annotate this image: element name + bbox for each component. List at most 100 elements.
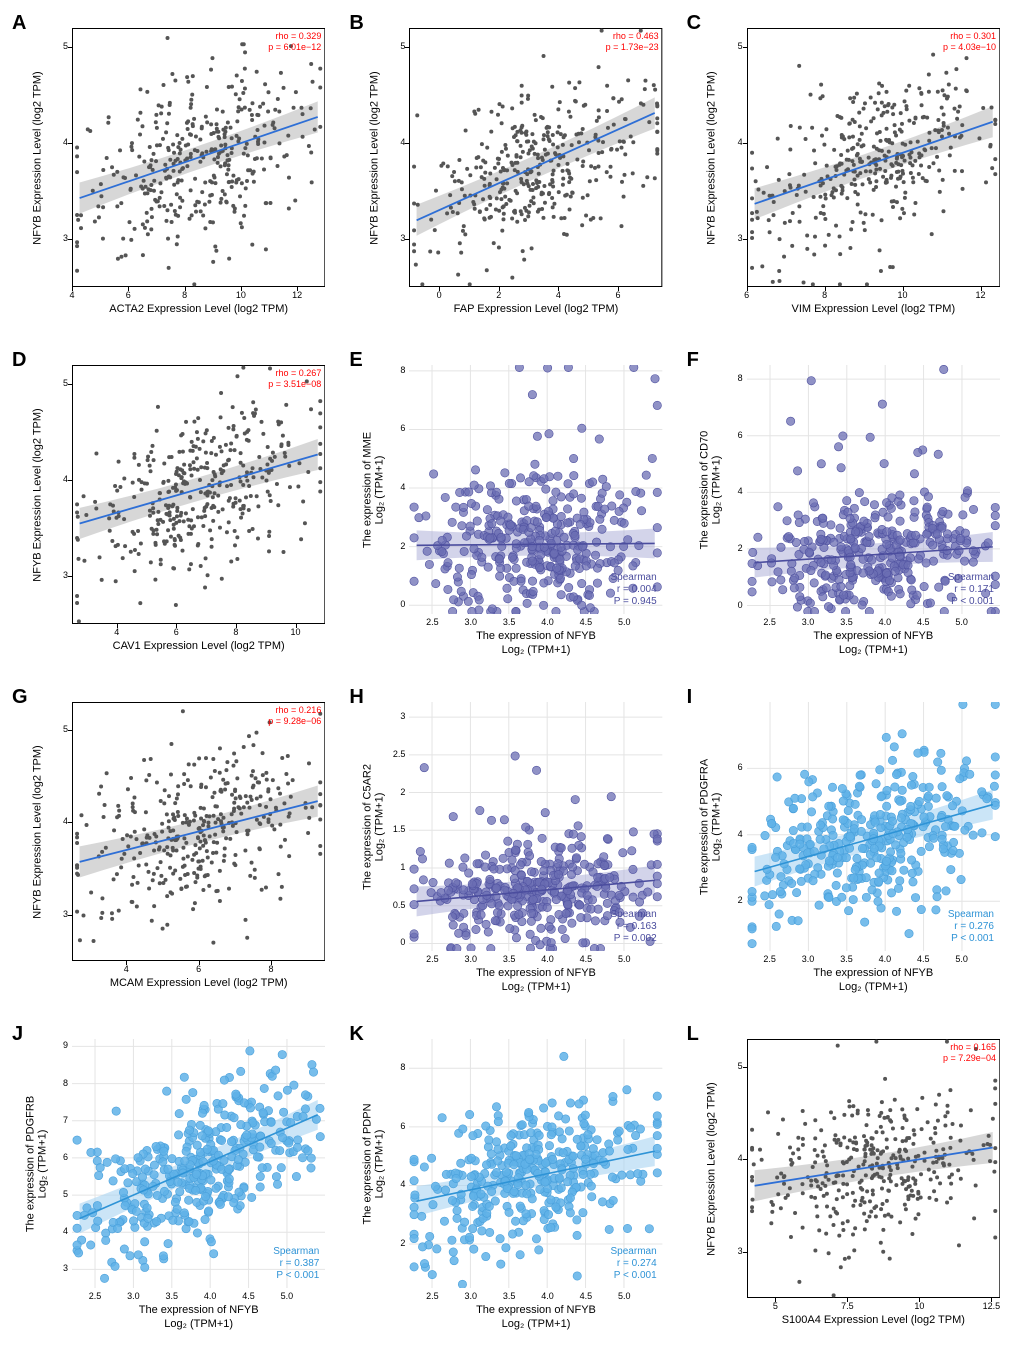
x-tick-label: 8 (221, 627, 251, 637)
y-axis-label-2: Log₂ (TPM+1) (373, 1039, 385, 1288)
x-tick-label: 4.0 (870, 617, 900, 627)
x-tick-label: 4.0 (870, 954, 900, 964)
scatter-plot (409, 28, 662, 287)
x-tick-label: 6 (161, 627, 191, 637)
y-tick-label: 3 (377, 233, 405, 243)
y-tick-label: 4 (715, 1153, 743, 1163)
y-tick-label: 4 (40, 137, 68, 147)
panel-letter: A (12, 12, 26, 35)
stats-label: rho = 0.329 p = 6.01e−12 (268, 31, 321, 53)
panel-D: D46810345CAV1 Expression Level (log2 TPM… (10, 347, 335, 672)
x-axis-label-2: Log₂ (TPM+1) (747, 644, 1000, 656)
x-tick-label: 8 (810, 290, 840, 300)
x-tick-label: 10 (226, 290, 256, 300)
panel-letter: K (349, 1023, 363, 1046)
stats-label: Spearman r = 0.387 P < 0.001 (273, 1246, 319, 1282)
x-tick-label: 5.0 (609, 617, 639, 627)
y-axis-label: NFYB Expression Level (log2 TPM) (706, 28, 718, 287)
y-tick-label: 5 (715, 41, 743, 51)
x-axis-label: FAP Expression Level (log2 TPM) (409, 303, 662, 315)
x-tick-label: 3.5 (157, 1291, 187, 1301)
panel-H: H2.53.03.54.04.55.000.511.522.53The expr… (347, 684, 672, 1009)
y-tick-label: 3 (40, 909, 68, 919)
x-tick-label: 4.5 (571, 1291, 601, 1301)
x-axis-label: The expression of NFYB (747, 967, 1000, 979)
x-tick-label: 4.5 (571, 617, 601, 627)
scatter-plot (72, 28, 325, 287)
stats-label: rho = 0.165 p = 7.29e−04 (943, 1042, 996, 1064)
stats-label: Spearman r = 0.171 P < 0.001 (948, 572, 994, 608)
x-axis-label-2: Log₂ (TPM+1) (747, 981, 1000, 993)
y-axis-label-2: Log₂ (TPM+1) (373, 365, 385, 614)
x-axis-label-2: Log₂ (TPM+1) (409, 644, 662, 656)
x-tick-label: 2.5 (417, 617, 447, 627)
y-axis-label: NFYB Expression Level (log2 TPM) (706, 1039, 718, 1298)
figure-grid: A 4 6 8 10 12 3 4 5 ACTA2 Expression Level (log2 … (10, 10, 1010, 1346)
y-tick-label: 4 (40, 816, 68, 826)
panel-B: B0246345FAP Expression Level (log2 TPM)N… (347, 10, 672, 335)
x-axis-label: The expression of NFYB (747, 630, 1000, 642)
y-tick-label: 3 (715, 233, 743, 243)
y-axis-label: The expression of PDGFRA (699, 702, 711, 951)
stats-label: Spearman r = 0.004 P = 0.945 (611, 572, 657, 608)
x-tick-label: 5.0 (272, 1291, 302, 1301)
x-tick-label: 4 (102, 627, 132, 637)
x-axis-label-2: Log₂ (TPM+1) (409, 1318, 662, 1330)
x-tick-label: 5.0 (947, 954, 977, 964)
panel-letter: D (12, 349, 26, 372)
panel-A: A4681012345ACTA2 Expression Level (log2 … (10, 10, 335, 335)
y-axis-label: The expression of MME (361, 365, 373, 614)
x-tick-label: 5 (760, 1301, 790, 1311)
x-tick-label: 2.5 (755, 617, 785, 627)
y-axis-label-2: Log₂ (TPM+1) (711, 365, 723, 614)
x-tick-label: 5.0 (609, 954, 639, 964)
panel-letter: G (12, 686, 28, 709)
x-tick-label: 4 (57, 290, 87, 300)
x-tick-label: 2.5 (417, 954, 447, 964)
y-tick-label: 5 (40, 378, 68, 388)
x-tick-label: 6 (603, 290, 633, 300)
x-tick-label: 10 (281, 627, 311, 637)
panel-letter: L (687, 1023, 699, 1046)
x-tick-label: 2.5 (755, 954, 785, 964)
y-axis-label-2: Log₂ (TPM+1) (711, 702, 723, 951)
x-tick-label: 3.5 (494, 954, 524, 964)
y-tick-label: 3 (40, 233, 68, 243)
y-tick-label: 4 (40, 474, 68, 484)
panel-J: J2.53.03.54.04.55.03456789The expression… (10, 1021, 335, 1346)
x-tick-label: 12.5 (976, 1301, 1006, 1311)
y-axis-label: The expression of C5AR2 (361, 702, 373, 951)
x-axis-label-2: Log₂ (TPM+1) (72, 1318, 325, 1330)
x-tick-label: 2 (484, 290, 514, 300)
x-tick-label: 6 (184, 964, 214, 974)
panel-letter: B (349, 12, 363, 35)
x-axis-label: The expression of NFYB (409, 967, 662, 979)
stats-label: rho = 0.301 p = 4.03e−10 (943, 31, 996, 53)
y-axis-label: NFYB Expression Level (log2 TPM) (31, 702, 43, 961)
x-axis-label-2: Log₂ (TPM+1) (409, 981, 662, 993)
y-axis-label: NFYB Expression Level (log2 TPM) (31, 365, 43, 624)
x-tick-label: 4.0 (533, 1291, 563, 1301)
panel-letter: F (687, 349, 699, 372)
x-tick-label: 6 (732, 290, 762, 300)
panel-F: F2.53.03.54.04.55.002468The expression o… (685, 347, 1010, 672)
x-tick-label: 0 (424, 290, 454, 300)
x-tick-label: 5.0 (609, 1291, 639, 1301)
x-tick-label: 3.0 (793, 954, 823, 964)
x-tick-label: 12 (282, 290, 312, 300)
stats-label: Spearman r = 0.274 P < 0.001 (611, 1246, 657, 1282)
x-tick-label: 3.0 (456, 954, 486, 964)
x-tick-label: 7.5 (832, 1301, 862, 1311)
x-axis-label: The expression of NFYB (409, 630, 662, 642)
x-tick-label: 4.5 (908, 617, 938, 627)
x-axis-label: ACTA2 Expression Level (log2 TPM) (72, 303, 325, 315)
y-axis-label: The expression of PDPN (361, 1039, 373, 1288)
y-tick-label: 3 (715, 1246, 743, 1256)
panel-letter: J (12, 1023, 23, 1046)
y-tick-label: 5 (40, 724, 68, 734)
x-tick-label: 4.5 (908, 954, 938, 964)
x-axis-label: The expression of NFYB (409, 1304, 662, 1316)
panel-letter: H (349, 686, 363, 709)
x-tick-label: 6 (113, 290, 143, 300)
x-tick-label: 10 (904, 1301, 934, 1311)
